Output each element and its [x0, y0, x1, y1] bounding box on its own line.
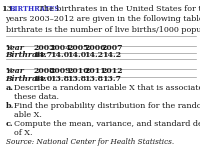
Text: 2009: 2009: [50, 67, 72, 75]
Text: 14.0: 14.0: [50, 51, 69, 59]
Text: 13.8: 13.8: [84, 75, 104, 83]
Text: Describe a random variable X that is associated with: Describe a random variable X that is ass…: [14, 84, 200, 92]
Text: Find the probability distribution for the random vari-: Find the probability distribution for th…: [14, 102, 200, 110]
Text: 13.7: 13.7: [102, 75, 121, 83]
Text: years 2003–2012 are given in the following table. (The: years 2003–2012 are given in the followi…: [6, 15, 200, 23]
Text: able X.: able X.: [14, 111, 42, 119]
Text: 2004: 2004: [50, 44, 72, 52]
Text: Birthrate: Birthrate: [6, 75, 46, 83]
Text: Source: National Center for Health Statistics.: Source: National Center for Health Stati…: [6, 138, 174, 146]
Text: 2011: 2011: [84, 67, 106, 75]
Text: a.: a.: [6, 84, 14, 92]
Text: 2003: 2003: [33, 44, 54, 52]
Text: birthrate is the number of live births/1000 population.): birthrate is the number of live births/1…: [6, 26, 200, 34]
Text: Year: Year: [6, 44, 24, 52]
Text: of X.: of X.: [14, 129, 33, 137]
Text: 14.0: 14.0: [67, 51, 86, 59]
Text: c.: c.: [6, 120, 13, 128]
Text: 14.0: 14.0: [33, 75, 52, 83]
Text: 14.7: 14.7: [33, 51, 52, 59]
Text: 13.8: 13.8: [67, 75, 86, 83]
Text: BIRTHRATES: BIRTHRATES: [10, 5, 60, 12]
Text: 2012: 2012: [102, 67, 124, 75]
Text: b.: b.: [6, 102, 14, 110]
Text: Birthrate: Birthrate: [6, 51, 46, 59]
Text: these data.: these data.: [14, 93, 60, 101]
Text: 2008: 2008: [33, 67, 54, 75]
Text: The birthrates in the United States for the: The birthrates in the United States for …: [36, 5, 200, 12]
Text: 2010: 2010: [67, 67, 89, 75]
Text: 2005: 2005: [67, 44, 88, 52]
Text: 2006: 2006: [84, 44, 106, 52]
Text: 2007: 2007: [102, 44, 124, 52]
Text: 13.8: 13.8: [50, 75, 69, 83]
Text: Compute the mean, variance, and standard deviation: Compute the mean, variance, and standard…: [14, 120, 200, 128]
Text: 14.2: 14.2: [84, 51, 104, 59]
Text: 13.: 13.: [2, 5, 16, 12]
Text: Year: Year: [6, 67, 24, 75]
Text: 14.2: 14.2: [102, 51, 121, 59]
